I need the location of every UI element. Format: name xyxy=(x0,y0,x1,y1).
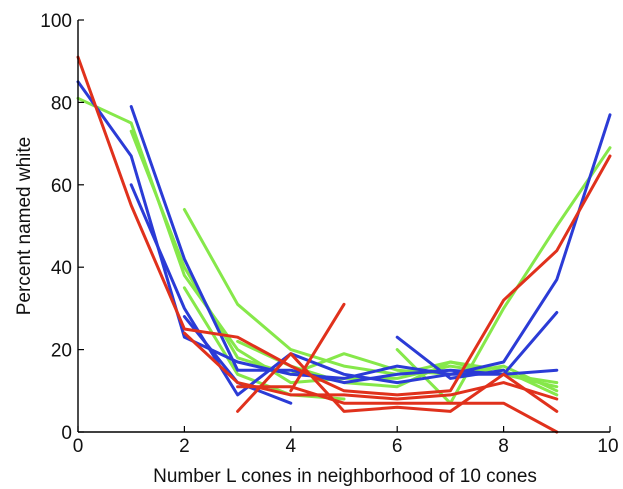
x-tick-label: 2 xyxy=(179,436,190,457)
series-line-5 xyxy=(395,146,612,405)
y-tick-label: 60 xyxy=(51,176,72,197)
x-tick-label: 8 xyxy=(498,436,509,457)
x-tick-label: 10 xyxy=(597,436,618,457)
series-line-16 xyxy=(289,302,346,393)
x-tick-label: 4 xyxy=(286,436,297,457)
x-axis-label: Number L cones in neighborhood of 10 con… xyxy=(153,466,537,487)
y-tick-label: 0 xyxy=(61,423,72,444)
series-line-14 xyxy=(236,352,559,413)
series-line-15 xyxy=(236,385,559,434)
y-tick-label: 80 xyxy=(51,93,72,114)
series-line-11 xyxy=(395,335,506,380)
x-tick-label: 6 xyxy=(392,436,403,457)
y-axis-label: Percent named white xyxy=(14,137,35,316)
y-tick-label: 100 xyxy=(40,11,72,32)
y-tick-label: 20 xyxy=(51,341,72,362)
series-line-12 xyxy=(76,55,612,397)
series-line-2 xyxy=(129,129,559,393)
series-line-7 xyxy=(76,80,612,380)
series-layer xyxy=(76,55,612,434)
y-tick-label: 40 xyxy=(51,258,72,279)
series-line-13 xyxy=(182,331,559,401)
x-tick-label: 0 xyxy=(73,436,84,457)
axes xyxy=(77,20,610,433)
